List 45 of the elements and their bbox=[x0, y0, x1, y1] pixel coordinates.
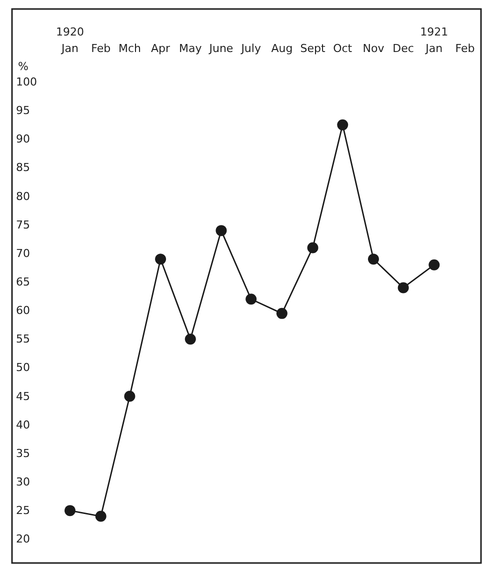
y-tick-label: 90 bbox=[16, 132, 30, 146]
x-tick-label: Aug bbox=[271, 42, 293, 55]
x-tick-label: 1920 Jan bbox=[56, 26, 84, 55]
y-tick-label: 80 bbox=[16, 190, 30, 203]
point bbox=[276, 308, 288, 319]
x-tick-label: Mch bbox=[118, 42, 141, 55]
y-tick-label: 35 bbox=[16, 446, 30, 460]
y-tick-label: 60 bbox=[16, 304, 30, 318]
y-tick-label: 20 bbox=[16, 532, 30, 546]
y-tick-label: 100 bbox=[16, 76, 37, 89]
y-tick-label: 55 bbox=[16, 332, 30, 346]
y-tick-label: 65 bbox=[16, 276, 30, 289]
point bbox=[124, 390, 136, 402]
point bbox=[307, 242, 318, 254]
x-tick-label: July bbox=[240, 42, 262, 55]
x-tick-label: 1921 Jan bbox=[420, 26, 448, 55]
x-tick-label: Apr bbox=[151, 42, 171, 55]
point bbox=[216, 225, 227, 236]
y-tick-label: 70 bbox=[16, 246, 30, 260]
point bbox=[184, 334, 196, 345]
point bbox=[95, 510, 106, 522]
y-tick-label: 85 bbox=[16, 161, 30, 174]
x-tick-label: Feb bbox=[455, 42, 475, 55]
y-tick-label: 25 bbox=[16, 504, 30, 518]
x-tick-label: Dec bbox=[392, 42, 414, 55]
x-tick-label: Oct bbox=[333, 42, 353, 55]
point bbox=[246, 294, 257, 305]
point bbox=[398, 282, 409, 294]
x-tick-label: Nov bbox=[362, 42, 385, 55]
x-tick-label: June bbox=[208, 42, 234, 55]
point bbox=[368, 254, 379, 265]
point bbox=[64, 505, 76, 516]
y-tick-label: 95 bbox=[16, 104, 30, 118]
y-tick-label: 75 bbox=[16, 218, 30, 232]
y-tick-label: 30 bbox=[16, 476, 30, 489]
x-tick-label: May bbox=[179, 42, 202, 55]
y-tick-label: 45 bbox=[16, 390, 30, 403]
x-tick-label: Sept bbox=[300, 42, 326, 55]
y-axis-title: % bbox=[18, 60, 28, 73]
point bbox=[155, 254, 166, 265]
point bbox=[337, 119, 348, 130]
y-tick-label: 40 bbox=[16, 418, 30, 432]
y-tick-label: 50 bbox=[16, 361, 30, 374]
x-tick-label: Feb bbox=[91, 42, 111, 55]
point bbox=[428, 259, 440, 270]
